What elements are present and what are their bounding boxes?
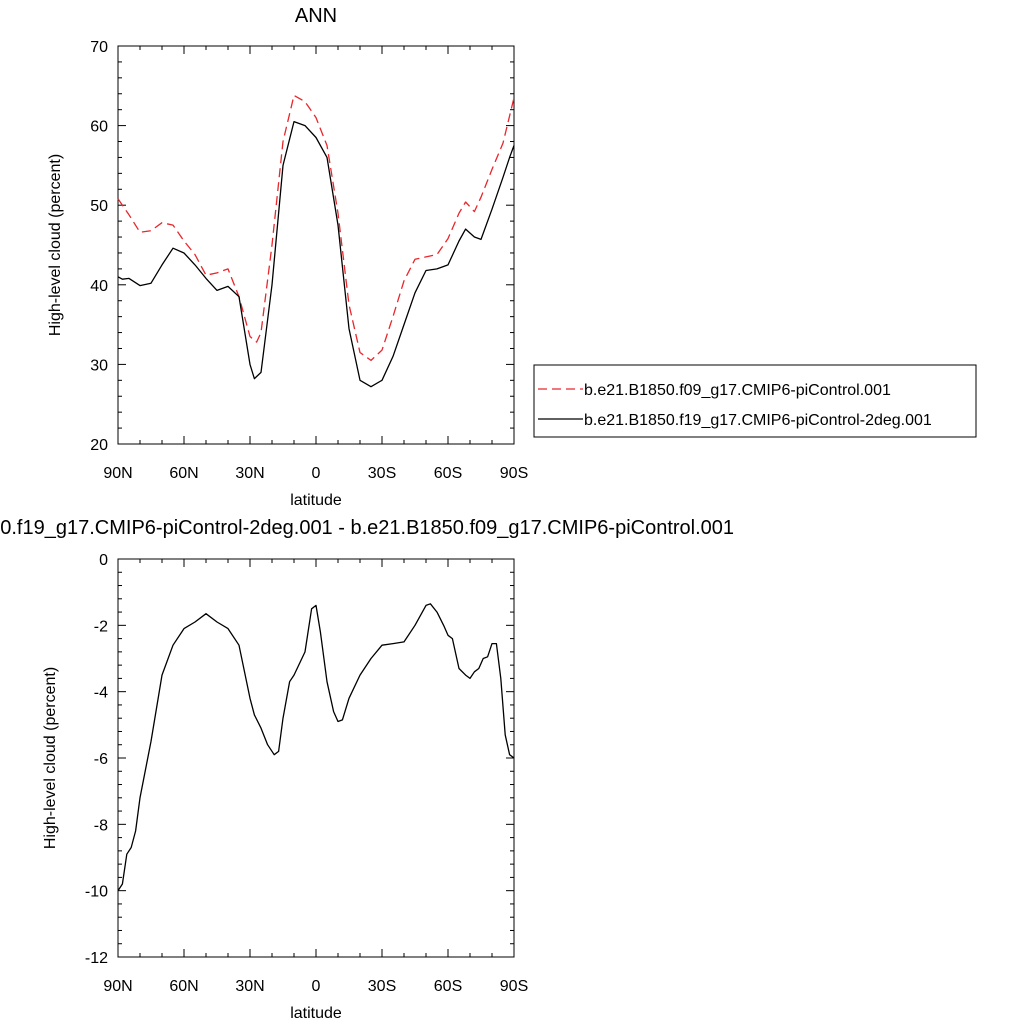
x-tick-label: 30S [368, 465, 396, 482]
series-line-1 [117, 603, 515, 892]
x-tick-label: 60S [434, 465, 462, 482]
y-tick-label: 50 [90, 198, 108, 215]
bottom-chart-title: b.e21.B1850.f19_g17.CMIP6-piControl-2deg… [0, 517, 734, 539]
top-tick-marks [117, 45, 515, 445]
y-tick-label: 70 [90, 39, 108, 56]
x-tick-label: 90S [500, 465, 528, 482]
bottom-x-axis-label: latitude [290, 1005, 342, 1022]
series-line-1 [117, 94, 515, 362]
legend-label-series-1: b.e21.B1850.f09_g17.CMIP6-piControl.001 [584, 382, 891, 399]
bottom-series-lines [117, 603, 515, 892]
bottom-panel: b.e21.B1850.f19_g17.CMIP6-piControl-2deg… [0, 517, 734, 1022]
top-series-lines [117, 94, 515, 388]
bottom-tick-marks [117, 558, 515, 958]
top-chart-title: ANN [295, 5, 337, 27]
x-tick-label: 0 [312, 978, 321, 995]
bottom-plot-frame [117, 558, 515, 958]
x-tick-label: 60N [169, 465, 198, 482]
bottom-tick-labels: -12 -10 -8 -6 -4 -2 0 90N 60N 30N 0 30S 60S 90S [85, 552, 528, 995]
x-tick-label: 0 [312, 465, 321, 482]
x-tick-label: 90N [103, 978, 132, 995]
x-tick-label: 60S [434, 978, 462, 995]
series-line-2 [117, 120, 515, 388]
x-tick-label: 90S [500, 978, 528, 995]
y-tick-label: -4 [94, 685, 108, 702]
y-tick-label: -12 [85, 950, 108, 967]
y-tick-label: -10 [85, 884, 108, 901]
y-tick-label: 60 [90, 119, 108, 136]
x-tick-label: 30N [235, 465, 264, 482]
top-tick-labels: 20 30 40 50 60 70 90N 60N 30N 0 30S 60S 90S [90, 39, 528, 482]
x-tick-label: 30S [368, 978, 396, 995]
x-tick-label: 30N [235, 978, 264, 995]
y-tick-label: 30 [90, 357, 108, 374]
top-panel: ANN 20 30 40 50 60 70 90N 60N 30N 0 30S 60S 90S lati… [47, 5, 528, 509]
y-tick-label: 40 [90, 278, 108, 295]
legend-label-series-2: b.e21.B1850.f19_g17.CMIP6-piControl-2deg… [584, 412, 932, 429]
top-y-axis-label: High-level cloud (percent) [47, 154, 64, 336]
x-tick-label: 90N [103, 465, 132, 482]
y-tick-label: -6 [94, 751, 108, 768]
legend-box [533, 364, 977, 438]
top-x-axis-label: latitude [290, 492, 342, 509]
y-tick-label: -8 [94, 817, 108, 834]
y-tick-label: -2 [94, 618, 108, 635]
y-tick-label: 0 [99, 552, 108, 569]
legend: b.e21.B1850.f09_g17.CMIP6-piControl.001 … [533, 364, 977, 438]
top-plot-frame [117, 45, 515, 445]
y-tick-label: 20 [90, 437, 108, 454]
x-tick-label: 60N [169, 978, 198, 995]
bottom-y-axis-label: High-level cloud (percent) [42, 667, 59, 849]
